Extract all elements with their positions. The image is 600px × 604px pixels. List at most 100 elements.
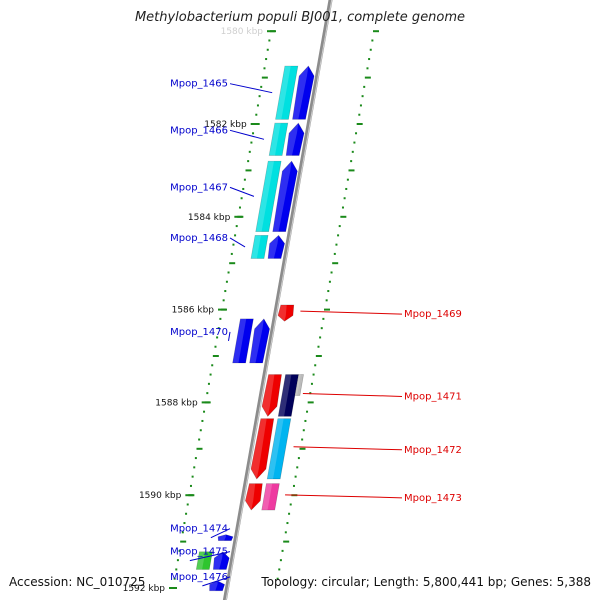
gene-mpop_1467-body [272,160,298,232]
gene-label-mpop_1468: Mpop_1468 [170,233,228,244]
gene-label-mpop_1469: Mpop_1469 [404,309,462,320]
gene-mpop_1476-shade [209,581,218,591]
gene-mpop_1469-shade [277,304,287,322]
gene-mpop_1474 [217,534,234,541]
gene-mpop_1470-body [249,318,270,364]
gene-label-mpop_1476: Mpop_1476 [170,572,228,583]
gene-mpop_1466-outer [268,122,289,156]
gene-mpop_1470-shade [249,318,264,363]
kbp-label: 1580 kbp [221,27,264,37]
gene-mpop_1466 [285,122,305,156]
leader-line-mpop_1465 [229,83,273,94]
leader-line-mpop_1466 [229,129,265,140]
gene-label-mpop_1473: Mpop_1473 [404,493,462,504]
gene-mpop_1472-outer-body [266,418,292,480]
leader-line-mpop_1474 [210,528,231,539]
gene-mpop_1473-outer-body [261,483,280,511]
kbp-label: 1582 kbp [204,120,247,130]
gene-mpop_1467 [272,160,298,232]
leader-line-mpop_1471 [302,392,403,397]
gene-mpop_1473-outer [261,483,280,511]
gene-mpop_1470-outer [232,318,254,364]
gene-label-mpop_1466: Mpop_1466 [170,125,228,136]
gene-mpop_1473-outer-shade [261,483,273,511]
gene-mpop_1473 [245,483,263,511]
gene-mpop_1467-shade [272,161,292,232]
gene-mpop_1471-outer-body [277,374,299,417]
leader-line-mpop_1476 [202,576,231,587]
backbone-line [222,0,333,604]
gene-mpop_1472-outer-shade [267,418,284,479]
gene-label-mpop_1474: Mpop_1474 [170,524,228,535]
gene-mpop_1469 [277,304,295,322]
gene-label-mpop_1475: Mpop_1475 [170,547,228,558]
gene-mpop_1470-outer-shade [232,318,247,363]
gene-mpop_1471-outer [277,374,299,417]
gene-mpop_1471-extra [294,374,304,396]
gene-mpop_1476 [209,580,226,592]
gene-mpop_1468 [267,234,285,259]
gene-mpop_1467-outer-shade [255,161,274,232]
gene-mpop_1465-outer-shade [275,66,291,120]
leader-line-mpop_1469 [300,310,403,315]
kbp-label: 1588 kbp [155,398,198,408]
gene-mpop_1474-shade [218,534,226,541]
gene-mpop_1471 [261,374,282,417]
leader-line-mpop_1473 [285,494,403,499]
gene-mpop_1468-outer-body [250,235,269,259]
backbone-highlight [224,0,333,604]
gene-mpop_1476-body [209,580,226,592]
gene-mpop_1465 [292,65,315,120]
gene-mpop_1472 [250,418,275,480]
gene-mpop_1470-outer-body [232,318,254,364]
gene-mpop_1475 [212,551,230,570]
gene-mpop_1471-extra-shade [294,374,301,396]
map-title: Methylobacterium populi BJ001, complete … [134,10,466,25]
gene-mpop_1465-body [292,65,315,120]
gene-mpop_1472-body [250,418,275,480]
gene-mpop_1469-body [277,304,295,322]
gene-mpop_1467-outer-body [255,160,282,232]
gene-label-mpop_1472: Mpop_1472 [404,445,462,456]
gene-mpop_1468-shade [267,235,279,259]
gene-mpop_1472-shade [250,418,267,479]
gene-mpop_1475-outer-shade [196,551,206,570]
kbp-label: 1584 kbp [188,213,231,223]
gene-label-mpop_1467: Mpop_1467 [170,182,228,193]
gene-mpop_1470 [249,318,270,364]
gene-mpop_1465-outer-body [275,65,299,120]
gene-mpop_1468-body [267,234,285,259]
leader-line-mpop_1472 [293,446,403,451]
gene-mpop_1465-outer [275,65,299,120]
kbp-label: 1592 kbp [123,584,166,594]
gene-mpop_1475-body [212,551,230,570]
gene-mpop_1473-shade [245,483,256,511]
gene-label-mpop_1471: Mpop_1471 [404,391,462,402]
gene-mpop_1475-shade [213,551,223,570]
gene-label-mpop_1470: Mpop_1470 [170,327,228,338]
leader-line-mpop_1467 [229,186,255,197]
gene-mpop_1473-body [245,483,263,511]
gene-mpop_1472-outer [266,418,292,480]
gene-mpop_1468-outer-shade [250,235,261,259]
gene-mpop_1466-outer-shade [269,123,281,156]
gene-mpop_1467-outer [255,160,282,232]
gene-mpop_1471-extra-body [294,374,304,396]
gene-mpop_1466-body [285,122,305,156]
kbp-label: 1590 kbp [139,491,182,501]
gene-mpop_1465-shade [292,66,309,120]
gene-label-mpop_1465: Mpop_1465 [170,79,228,90]
gene-mpop_1468-outer [250,235,269,259]
gene-mpop_1471-body [261,374,282,417]
leader-line-mpop_1468 [229,237,246,248]
kbp-label: 1586 kbp [172,306,215,316]
accession-text: Accession: NC_010725 [9,575,146,589]
gene-mpop_1466-outer-body [268,122,289,156]
leader-line-mpop_1475 [189,551,231,562]
gene-mpop_1474-body [217,534,234,541]
gene-mpop_1466-shade [286,123,299,156]
genome-summary-text: Topology: circular; Length: 5,800,441 bp… [261,575,591,589]
gene-mpop_1471-shade [261,374,275,417]
